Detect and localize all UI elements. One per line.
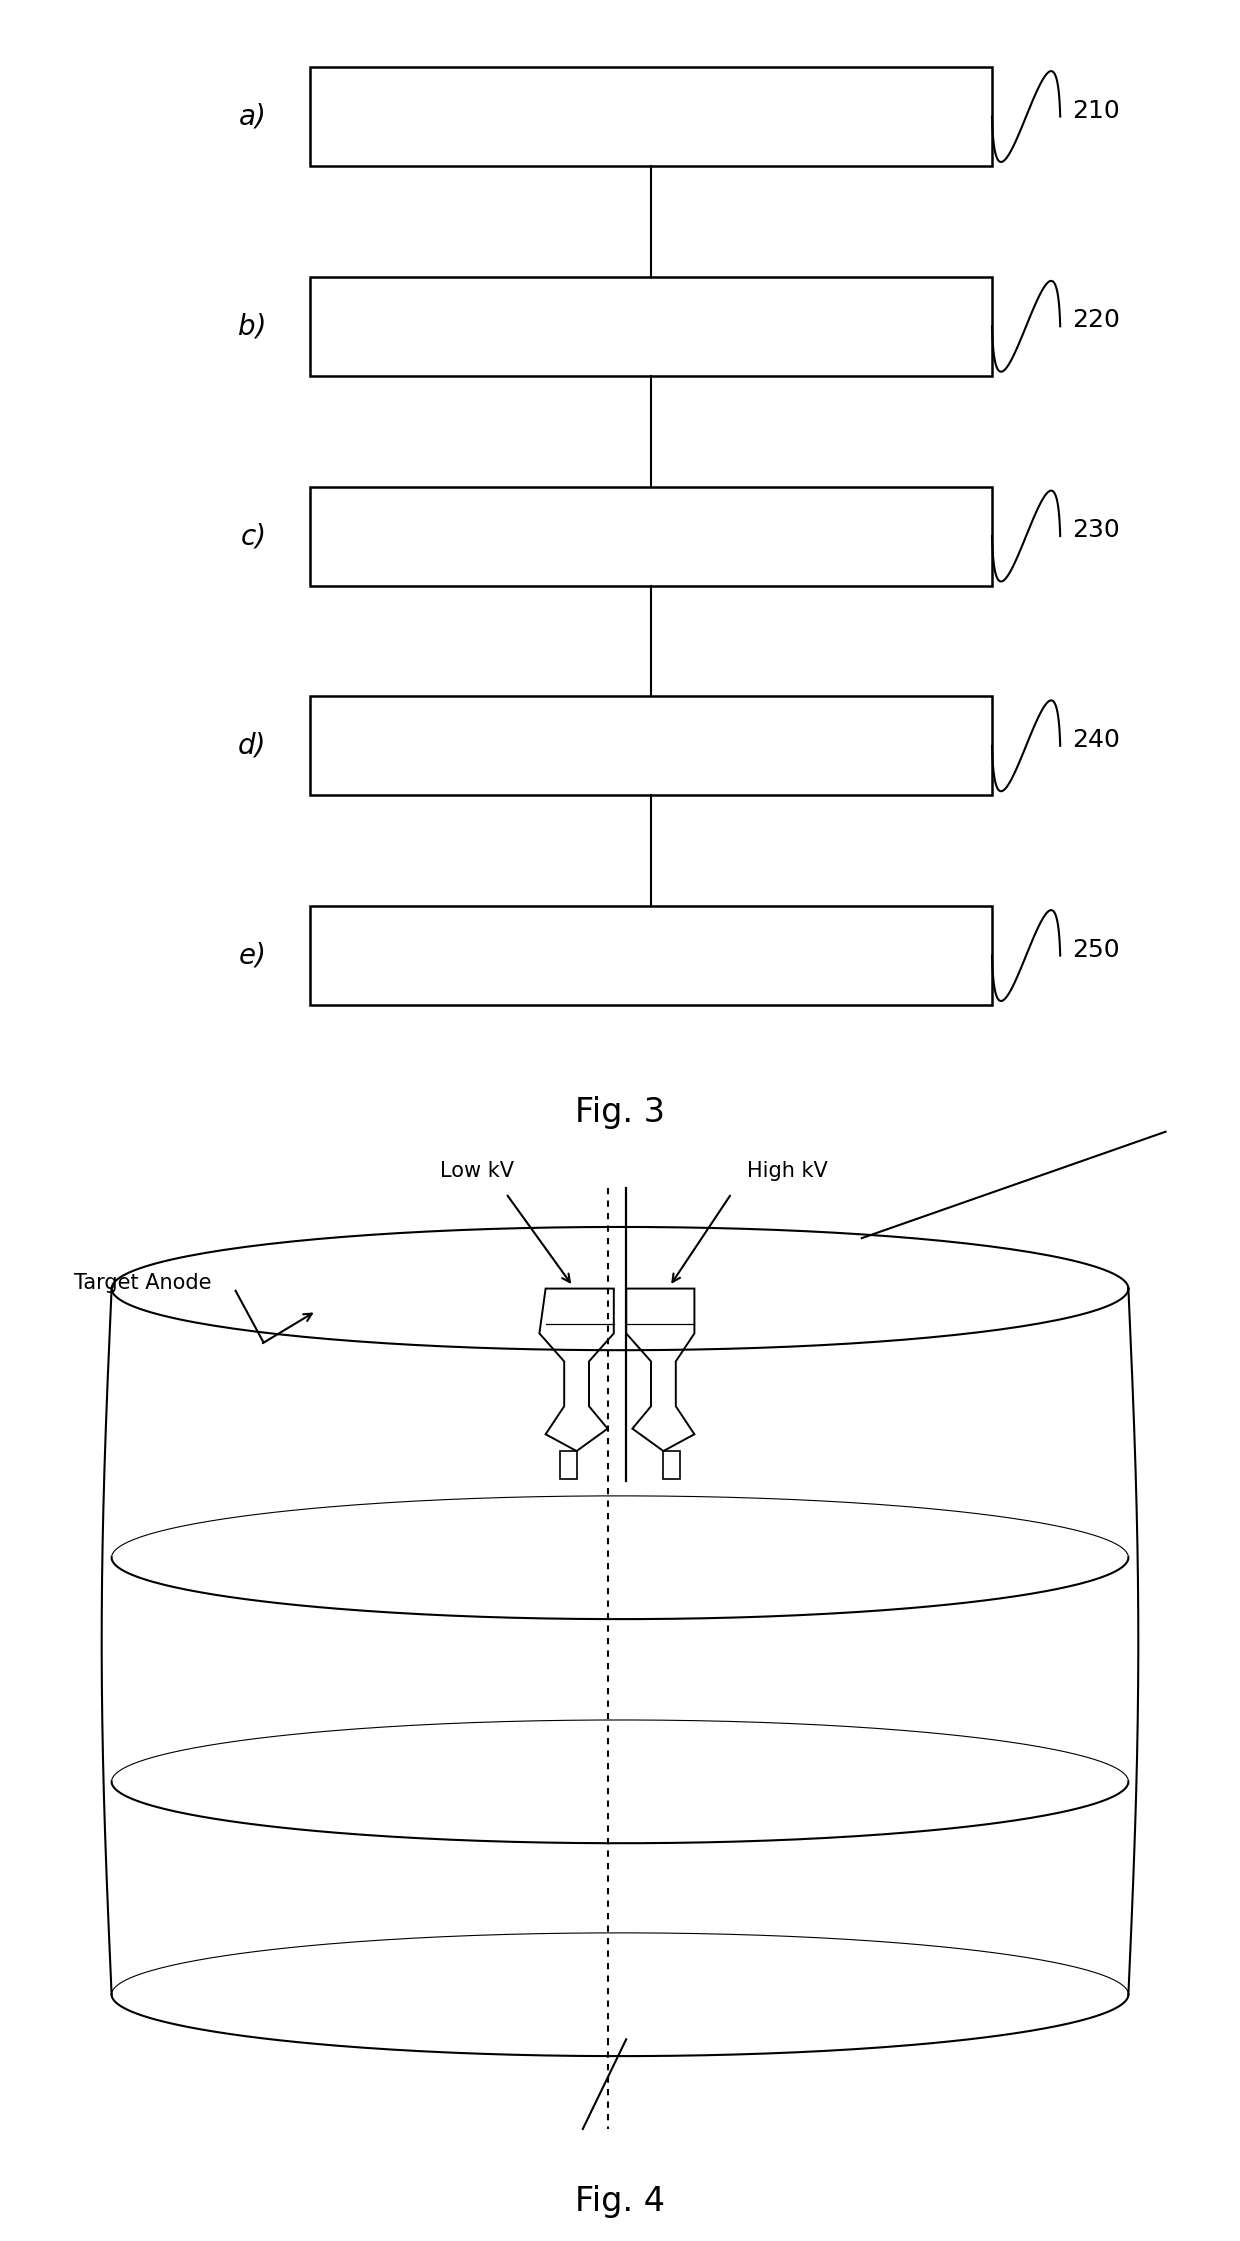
Text: Low kV: Low kV	[440, 1161, 515, 1181]
Bar	[310, 905, 992, 1004]
Text: d): d)	[238, 733, 267, 760]
Text: High kV: High kV	[746, 1161, 828, 1181]
Text: 210: 210	[1073, 99, 1121, 123]
Bar	[310, 278, 992, 376]
Text: 230: 230	[1073, 518, 1121, 542]
Text: Fig. 4: Fig. 4	[575, 2185, 665, 2219]
Bar	[310, 486, 992, 585]
Bar	[310, 67, 992, 166]
Text: Target Anode: Target Anode	[74, 1273, 212, 1293]
Text: b): b)	[238, 311, 267, 341]
Text: 250: 250	[1073, 937, 1120, 961]
Bar	[310, 697, 992, 796]
Text: Fig. 3: Fig. 3	[575, 1096, 665, 1129]
Text: 220: 220	[1073, 309, 1121, 332]
Text: c): c)	[241, 522, 267, 549]
Text: 240: 240	[1073, 728, 1121, 753]
Text: a): a)	[239, 103, 267, 130]
Text: e): e)	[238, 941, 267, 970]
